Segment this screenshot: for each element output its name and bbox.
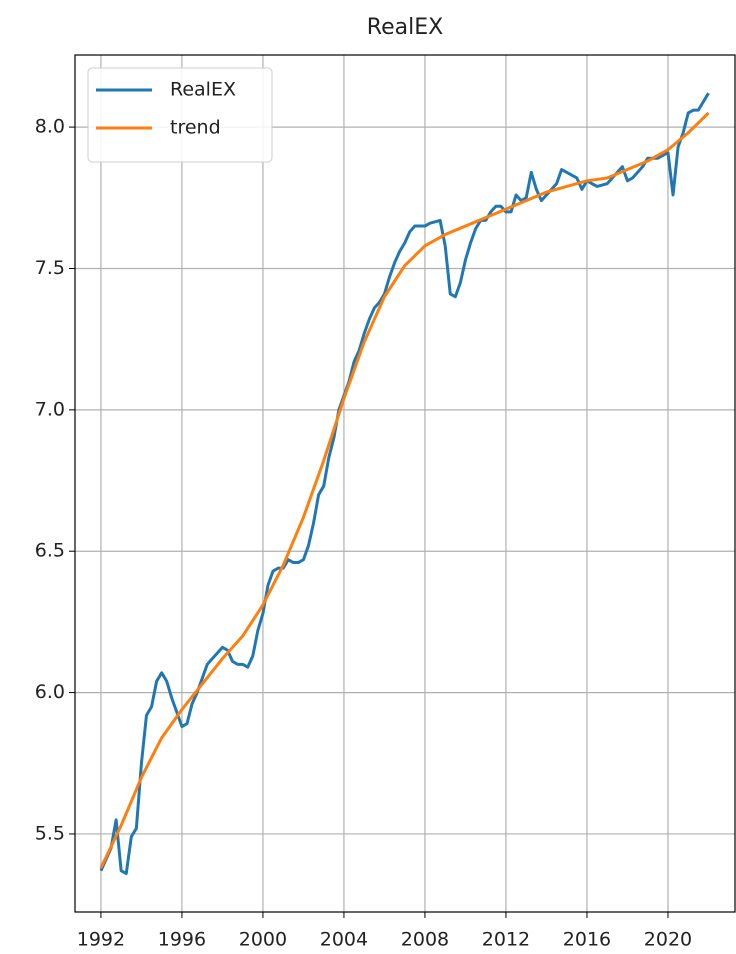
- legend-label: trend: [170, 117, 221, 139]
- chart-title: RealEX: [367, 15, 443, 40]
- legend-label: RealEX: [170, 79, 236, 101]
- x-tick-label: 2020: [644, 929, 692, 951]
- y-tick-label: 5.5: [35, 822, 65, 844]
- plot-frame: [74, 54, 736, 913]
- x-tick-label: 2000: [239, 929, 287, 951]
- x-tick-label: 2008: [401, 929, 449, 951]
- y-tick-label: 7.5: [35, 257, 65, 279]
- x-tick-label: 1992: [77, 929, 125, 951]
- x-tick-label: 2012: [482, 929, 530, 951]
- line-series: [99, 111, 710, 869]
- x-tick-label: 2016: [563, 929, 611, 951]
- y-tick-label: 7.0: [35, 398, 65, 420]
- line-series: [99, 92, 710, 876]
- y-tick-label: 8.0: [35, 116, 65, 138]
- y-tick-label: 6.5: [35, 540, 65, 562]
- x-tick-label: 2004: [320, 929, 368, 951]
- x-tick-label: 1996: [158, 929, 206, 951]
- y-tick-label: 6.0: [35, 681, 65, 703]
